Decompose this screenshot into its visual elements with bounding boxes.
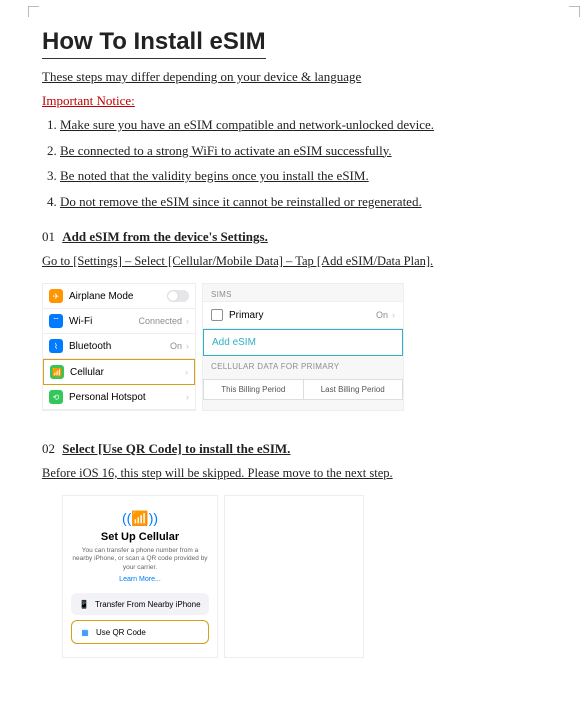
cellular-icon: 📶 [50, 365, 64, 379]
antenna-icon: ((📶)) [71, 510, 209, 527]
last-billing-button[interactable]: Last Billing Period [304, 379, 404, 400]
phone-icon: 📱 [79, 599, 89, 609]
step2-heading: 02 Select [Use QR Code] to install the e… [42, 441, 546, 457]
bluetooth-icon: ⌇ [49, 339, 63, 353]
sim-card-icon [211, 309, 223, 321]
setup-title: Set Up Cellular [71, 531, 209, 543]
wifi-icon: ⌔ [49, 314, 63, 328]
notice-item: Be noted that the validity begins once y… [60, 168, 369, 183]
sims-label: SIMs [203, 284, 403, 301]
settings-row-cellular[interactable]: 📶 Cellular › [43, 359, 195, 385]
sim-row-primary[interactable]: Primary On › [203, 301, 403, 329]
learn-more-link[interactable]: Learn More... [71, 576, 209, 583]
step2-desc: Before iOS 16, this step will be skipped… [42, 463, 546, 483]
important-notice-heading: Important Notice: [42, 93, 546, 109]
airplane-icon: ✈ [49, 289, 63, 303]
settings-row-hotspot[interactable]: ⟲ Personal Hotspot › [43, 385, 195, 410]
chevron-right-icon: › [185, 367, 188, 377]
add-esim-button[interactable]: Add eSIM [203, 329, 403, 356]
notice-item: Make sure you have an eSIM compatible an… [60, 117, 434, 132]
settings-row-wifi[interactable]: ⌔ Wi-Fi Connected › [43, 309, 195, 334]
chevron-right-icon: › [186, 341, 189, 351]
cellular-data-label: CELLULAR DATA FOR PRIMARY [203, 356, 403, 373]
billing-toggle[interactable]: This Billing Period Last Billing Period [203, 379, 403, 400]
notice-list: Make sure you have an eSIM compatible an… [42, 115, 546, 211]
this-billing-button[interactable]: This Billing Period [203, 379, 304, 400]
setup-desc: You can transfer a phone number from a n… [71, 547, 209, 572]
settings-row-airplane[interactable]: ✈ Airplane Mode [43, 284, 195, 309]
chevron-right-icon: › [186, 316, 189, 326]
step1-desc: Go to [Settings] – Select [Cellular/Mobi… [42, 251, 546, 271]
step1-heading: 01 Add eSIM from the device's Settings. [42, 229, 546, 245]
setup-cellular-panel: ((📶)) Set Up Cellular You can transfer a… [62, 495, 218, 658]
sim-panel: SIMs Primary On › Add eSIM CELLULAR DATA… [202, 283, 404, 411]
chevron-right-icon: › [186, 392, 189, 402]
blank-panel [224, 495, 364, 658]
notice-item: Do not remove the eSIM since it cannot b… [60, 194, 422, 209]
chevron-right-icon: › [392, 310, 395, 320]
step2-screenshots: ((📶)) Set Up Cellular You can transfer a… [62, 495, 546, 658]
step1-screenshots: ✈ Airplane Mode ⌔ Wi-Fi Connected › ⌇ Bl… [42, 283, 546, 411]
settings-row-bluetooth[interactable]: ⌇ Bluetooth On › [43, 334, 195, 359]
transfer-button[interactable]: 📱 Transfer From Nearby iPhone [71, 593, 209, 615]
use-qr-button[interactable]: ▦ Use QR Code [71, 620, 209, 644]
notice-item: Be connected to a strong WiFi to activat… [60, 143, 392, 158]
toggle-off[interactable] [167, 290, 189, 302]
page-title: How To Install eSIM [42, 28, 266, 59]
settings-panel: ✈ Airplane Mode ⌔ Wi-Fi Connected › ⌇ Bl… [42, 283, 196, 411]
subtitle: These steps may differ depending on your… [42, 69, 546, 85]
qr-icon: ▦ [80, 627, 90, 637]
hotspot-icon: ⟲ [49, 390, 63, 404]
